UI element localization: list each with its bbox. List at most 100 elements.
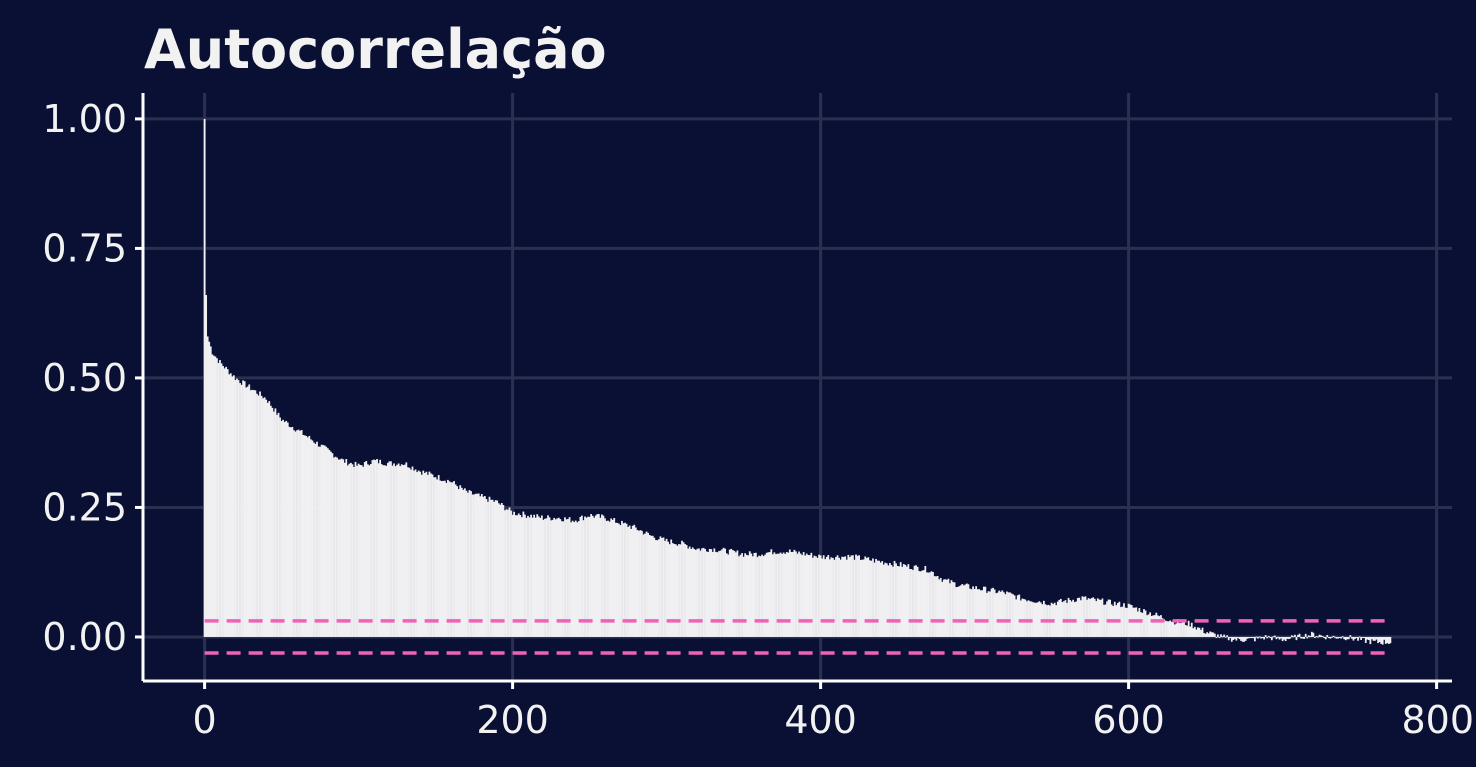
acf-bar (1338, 636, 1341, 638)
acf-bar (918, 571, 921, 637)
acf-bar (534, 517, 537, 637)
acf-bar (782, 552, 785, 637)
acf-bar (935, 576, 937, 637)
acf-bar (556, 518, 559, 637)
acf-bar (584, 516, 586, 637)
acf-bar (1087, 598, 1090, 637)
acf-bar (249, 390, 252, 637)
acf-bar (1269, 636, 1272, 638)
acf-bar (939, 577, 942, 637)
acf-bar (504, 510, 506, 637)
acf-bar (1010, 593, 1013, 637)
acf-bar (557, 517, 560, 637)
acf-bar (271, 407, 274, 637)
acf-bar (981, 590, 984, 637)
acf-bar (362, 466, 365, 637)
acf-bar (320, 444, 323, 637)
acf-bar (1347, 636, 1350, 640)
acf-bar (305, 435, 308, 637)
acf-bar (1036, 602, 1039, 637)
acf-bar (280, 421, 283, 637)
acf-bar (856, 555, 859, 637)
acf-bar (872, 558, 874, 637)
acf-bar (1300, 636, 1302, 639)
acf-bar (219, 360, 221, 637)
acf-bar (970, 589, 973, 637)
acf-bar (1329, 636, 1332, 639)
acf-bar (393, 463, 395, 637)
acf-bar (1019, 600, 1022, 637)
acf-bar (397, 463, 400, 637)
acf-bar (1229, 636, 1232, 638)
acf-bar (853, 559, 856, 637)
acf-bar (285, 420, 288, 637)
acf-bar (938, 579, 941, 637)
acf-bar (325, 446, 328, 637)
acf-bar (993, 589, 996, 637)
acf-bar (582, 520, 585, 637)
acf-bar (1280, 636, 1282, 639)
acf-bar (1197, 627, 1199, 637)
acf-bar (1146, 615, 1148, 637)
acf-bar (254, 390, 257, 637)
acf-bar (374, 460, 377, 637)
acf-bar (670, 539, 673, 637)
acf-bar (1059, 598, 1062, 637)
acf-bar (277, 412, 280, 637)
acf-bar (1022, 598, 1025, 637)
acf-bar (256, 393, 258, 637)
acf-bar (830, 557, 833, 637)
acf-bar (568, 517, 571, 637)
y-tick-label: 0.00 (42, 615, 127, 659)
acf-bar (721, 549, 723, 637)
acf-bar (551, 519, 554, 637)
acf-bar (898, 566, 901, 637)
acf-bar (799, 553, 802, 637)
acf-bar (1289, 636, 1292, 639)
acf-bar (796, 553, 799, 637)
acf-bar (286, 422, 289, 637)
acf-bar (416, 472, 419, 637)
acf-bar (865, 558, 868, 637)
acf-bar (713, 548, 716, 637)
acf-bar (1297, 634, 1299, 637)
acf-bar (1212, 632, 1215, 637)
acf-bar (813, 555, 816, 637)
acf-bar (764, 554, 767, 637)
acf-bar (667, 541, 670, 637)
acf-bar (1169, 620, 1172, 637)
acf-bar (1321, 636, 1324, 638)
acf-bar (905, 566, 908, 637)
acf-bar (1155, 612, 1158, 637)
acf-bar (1172, 620, 1175, 637)
acf-bar (798, 551, 800, 637)
acf-bar (440, 481, 443, 637)
acf-bar (214, 356, 217, 637)
acf-bar (901, 566, 904, 637)
acf-bar (966, 583, 968, 637)
acf-bar (704, 548, 706, 637)
acf-bar (1355, 636, 1358, 638)
acf-bar (761, 554, 763, 637)
acf-bar (601, 514, 603, 637)
acf-bar (805, 553, 808, 637)
acf-bar (485, 499, 488, 637)
acf-bar (405, 462, 408, 637)
acf-bar (722, 547, 725, 637)
acf-bar (775, 554, 777, 637)
acf-bar (460, 487, 463, 637)
acf-bar (522, 511, 525, 637)
acf-bar (848, 557, 851, 637)
acf-bar (531, 517, 534, 637)
acf-bar (596, 514, 599, 637)
acf-bar (889, 563, 891, 637)
acf-bar (229, 373, 232, 637)
acf-bar (613, 518, 616, 637)
acf-bar (1343, 636, 1346, 640)
acf-bar (245, 387, 248, 637)
acf-bar (1366, 636, 1369, 640)
acf-bar (1198, 627, 1201, 637)
acf-bar (658, 539, 660, 637)
acf-bar (1099, 599, 1102, 637)
acf-bar (266, 402, 269, 637)
